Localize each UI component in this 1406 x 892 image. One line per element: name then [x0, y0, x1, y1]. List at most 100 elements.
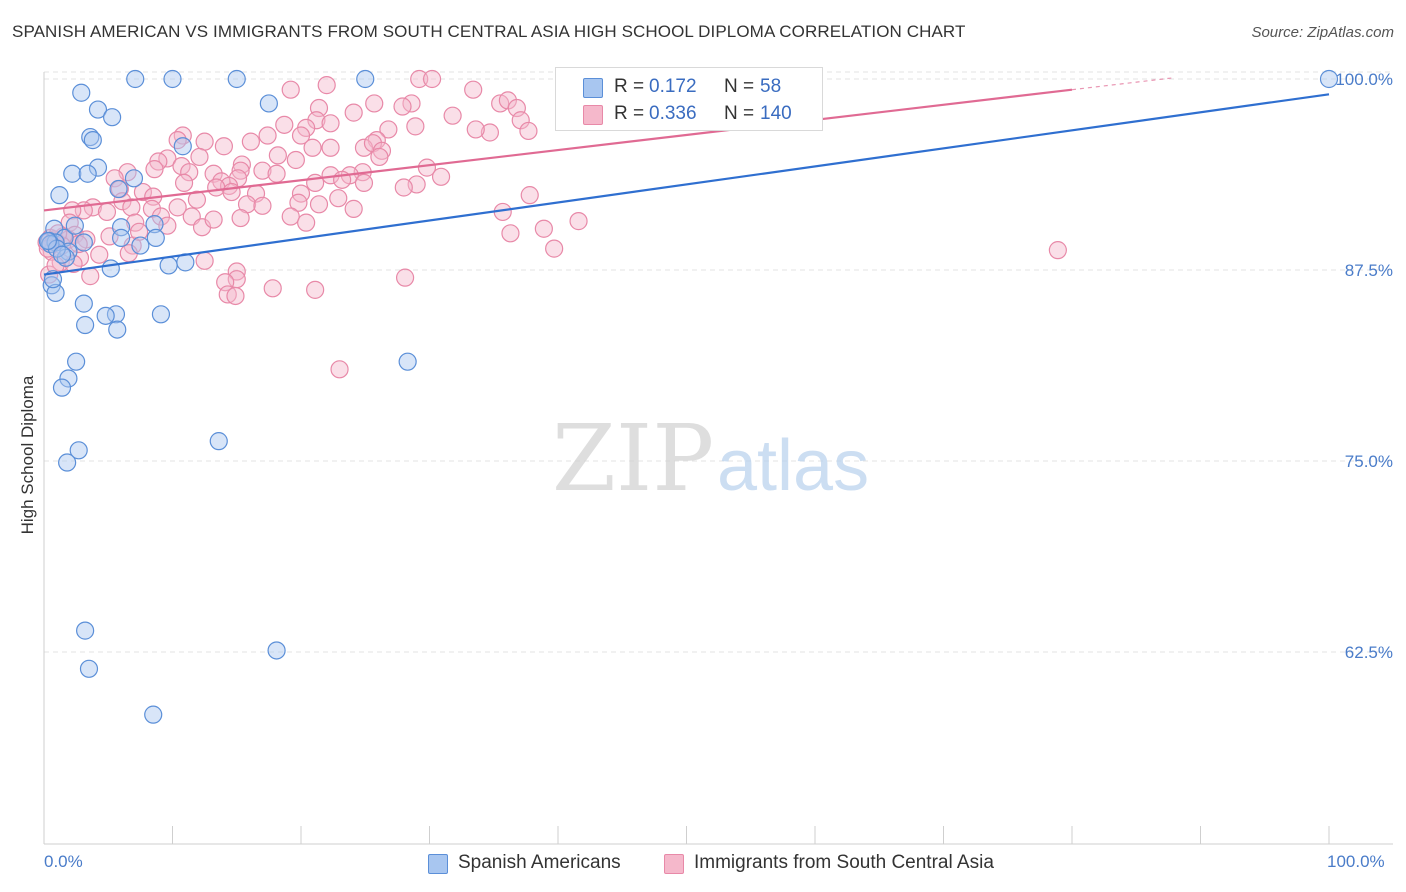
spanish-american-point: [67, 352, 86, 371]
blue-swatch: [583, 78, 603, 98]
stats-row-pink: R = 0.336 N = 140: [556, 101, 822, 127]
stats-legend: R = 0.172 N = 58 R = 0.336 N = 140: [555, 67, 823, 131]
immigrant-point: [291, 126, 311, 145]
immigrant-point: [190, 147, 209, 167]
immigrant-point: [187, 190, 207, 209]
legend-label: Immigrants from South Central Asia: [694, 852, 994, 873]
immigrant-point: [253, 161, 272, 180]
immigrant-point: [321, 114, 340, 133]
spanish-american-point: [52, 378, 72, 397]
immigrant-point: [268, 146, 287, 165]
immigrant-point: [330, 360, 349, 379]
immigrant-point: [263, 279, 282, 298]
pink-trend-line: [43, 88, 1073, 212]
immigrant-point: [151, 207, 171, 226]
spanish-american-point: [74, 294, 93, 313]
spanish-american-point: [131, 236, 150, 255]
immigrant-point: [329, 189, 348, 208]
immigrant-point: [105, 169, 124, 188]
n-value: 140: [760, 103, 792, 124]
immigrant-point: [207, 178, 226, 197]
watermark-zip: ZIP: [552, 405, 714, 512]
spanish-american-point: [111, 218, 131, 237]
spanish-american-point: [145, 215, 164, 234]
immigrant-point: [410, 69, 429, 89]
spanish-american-point: [65, 216, 84, 235]
spanish-american-point: [144, 705, 163, 724]
immigrant-point: [393, 97, 412, 116]
immigrant-point: [145, 160, 164, 179]
spanish-american-point: [69, 441, 88, 460]
spanish-american-point: [103, 108, 122, 127]
r-value: 0.336: [649, 103, 697, 124]
spanish-american-point: [88, 100, 108, 119]
spanish-american-point: [83, 131, 102, 150]
immigrant-point: [354, 138, 374, 157]
r-label: R =: [614, 76, 645, 97]
spanish-american-point: [79, 659, 99, 678]
trend-lines: [43, 77, 1330, 276]
immigrant-point: [422, 69, 442, 89]
immigrant-point: [133, 182, 153, 202]
spanish-american-point: [146, 228, 165, 248]
spanish-american-point: [111, 228, 131, 248]
spanish-american-point: [1319, 69, 1339, 89]
spanish-american-point: [124, 169, 144, 188]
immigrant-point: [354, 173, 374, 193]
y-tick-label: 87.5%: [1345, 261, 1393, 280]
immigrant-point: [501, 224, 520, 243]
spanish-american-point: [46, 283, 65, 303]
spanish-american-point: [63, 164, 82, 183]
chart-title: SPANISH AMERICAN VS IMMIGRANTS FROM SOUT…: [12, 22, 966, 41]
immigrant-point: [306, 280, 325, 299]
y-tick-label: 75.0%: [1345, 452, 1393, 471]
r-value: 0.172: [649, 76, 697, 97]
immigrant-point: [195, 132, 214, 151]
spanish-american-point: [38, 231, 57, 251]
immigrant-point: [168, 198, 187, 217]
immigrant-point: [569, 212, 588, 231]
series-legend: Spanish Americans Immigrants from South …: [0, 852, 1406, 878]
immigrant-point: [258, 126, 277, 145]
immigrant-point: [297, 213, 316, 232]
axes: [43, 72, 1393, 845]
watermark: ZIP atlas: [552, 405, 869, 512]
pink-swatch: [664, 854, 684, 874]
spanish-american-point: [163, 69, 182, 89]
source-label: Source: ZipAtlas.com: [1251, 24, 1394, 41]
immigrant-point: [309, 195, 329, 214]
spanish-american-point: [50, 186, 69, 205]
immigrant-point: [307, 111, 326, 130]
spanish-american-point: [78, 164, 97, 183]
immigrant-point: [214, 137, 233, 156]
immigrant-point: [129, 222, 149, 241]
immigrant-point: [231, 208, 250, 228]
immigrant-point: [480, 123, 499, 142]
spanish-american-point: [259, 94, 278, 113]
n-label: N =: [724, 103, 755, 124]
spanish-american-point: [227, 69, 246, 89]
immigrant-point: [286, 150, 305, 170]
pink-swatch: [583, 105, 603, 125]
pink-trend-extension: [1071, 77, 1175, 91]
immigrant-point: [204, 210, 223, 229]
x-tick-label-min: 0.0%: [44, 852, 83, 871]
immigrant-point: [406, 117, 425, 136]
spanish-american-point: [398, 352, 417, 371]
immigrant-point: [464, 80, 483, 99]
immigrant-point: [379, 120, 398, 139]
y-tick-label: 62.5%: [1345, 643, 1393, 662]
spanish-american-point: [52, 245, 72, 264]
immigrant-point: [126, 213, 145, 232]
immigrant-point: [180, 163, 199, 182]
immigrant-point: [344, 103, 363, 122]
immigrant-point: [395, 268, 415, 287]
spanish-american-point: [81, 127, 100, 147]
spanish-american-point: [101, 259, 120, 278]
immigrant-point: [365, 94, 384, 113]
immigrant-point: [466, 120, 485, 139]
n-label: N =: [724, 76, 755, 97]
immigrant-point: [275, 115, 294, 134]
immigrant-point: [267, 164, 286, 183]
